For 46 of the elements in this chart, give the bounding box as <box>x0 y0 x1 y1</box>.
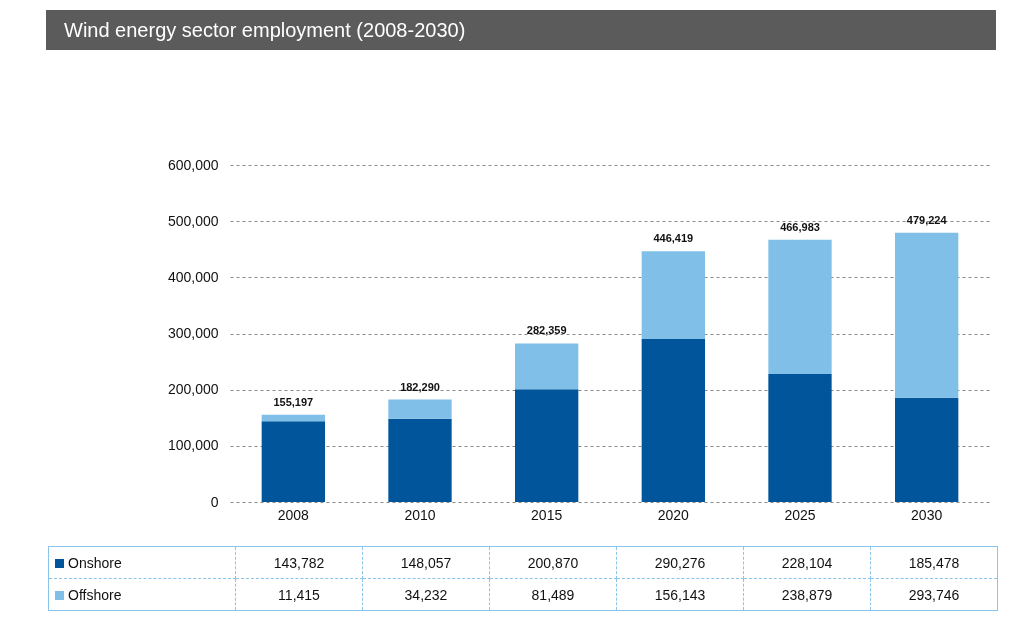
data-label: 143,782 <box>235 546 363 579</box>
total-label: 466,983 <box>780 220 820 233</box>
bar <box>641 251 705 339</box>
y-tick-label: 600,000 <box>167 156 219 173</box>
data-label: 290,276 <box>616 546 744 579</box>
bar <box>261 414 325 422</box>
total-label: 182,290 <box>400 380 440 393</box>
bar <box>641 338 705 502</box>
data-label: 156,143 <box>616 578 744 611</box>
bar <box>895 232 959 398</box>
data-label: 11,415 <box>235 578 363 611</box>
x-tick-label: 2020 <box>657 506 690 523</box>
data-label: 148,057 <box>362 546 490 579</box>
data-label: 238,879 <box>743 578 871 611</box>
data-label: 200,870 <box>489 546 617 579</box>
total-label: 155,197 <box>273 395 314 408</box>
bar <box>895 397 959 502</box>
chart-title: Wind energy sector employment (2008-2030) <box>46 10 996 50</box>
bar <box>515 389 579 502</box>
total-label: 446,419 <box>653 232 694 245</box>
legend-label: Onshore <box>48 546 236 579</box>
data-label: 228,104 <box>743 546 871 579</box>
total-label: 479,224 <box>906 213 948 226</box>
y-tick-label: 400,000 <box>167 268 219 285</box>
legend-label: Offshore <box>48 578 236 611</box>
x-tick-label: 2025 <box>784 506 816 523</box>
data-label: 293,746 <box>870 578 998 611</box>
y-tick-label: 300,000 <box>167 325 219 341</box>
bar <box>388 418 452 502</box>
y-tick-label: 100,000 <box>167 437 219 454</box>
x-tick-label: 2010 <box>404 506 436 523</box>
data-label: 185,478 <box>870 546 998 579</box>
x-tick-label: 2008 <box>277 506 310 523</box>
total-label: 282,359 <box>526 324 567 337</box>
bar <box>768 373 832 502</box>
x-tick-label: 2015 <box>531 506 563 523</box>
bar <box>388 399 452 419</box>
bar <box>515 343 579 390</box>
x-tick-label: 2030 <box>911 506 943 523</box>
bar <box>261 421 325 502</box>
data-label: 81,489 <box>489 578 617 611</box>
y-tick-label: 200,000 <box>167 381 219 398</box>
y-tick-label: 500,000 <box>167 212 219 229</box>
data-label: 34,232 <box>362 578 490 611</box>
y-tick-label: 0 <box>210 493 219 510</box>
bar <box>768 239 832 374</box>
